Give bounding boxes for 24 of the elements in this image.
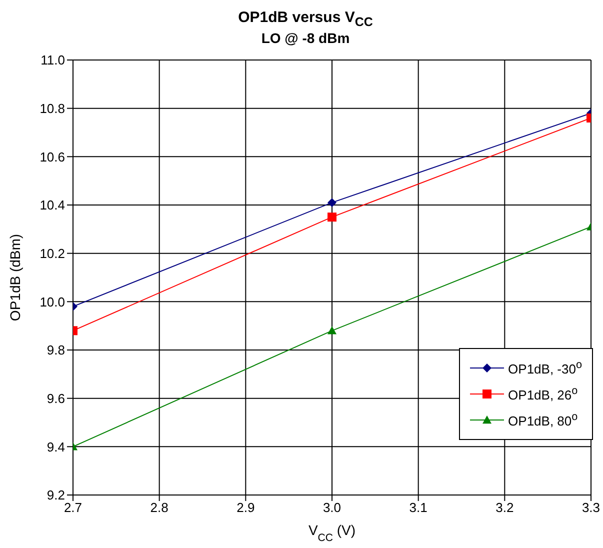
x-tick-label: 2.9 <box>236 500 255 516</box>
x-tick-label: 2.8 <box>150 500 168 516</box>
y-tick-label: 10.0 <box>40 294 65 310</box>
legend-label: OP1dB, 26$^{o}$ <box>508 385 578 403</box>
y-tick-label: 9.6 <box>46 390 65 406</box>
legend-label: OP1dB, -30$^{o}$ <box>508 359 582 377</box>
legend-label: OP1dB, 80$^{o}$ <box>508 411 578 429</box>
y-axis-title: OP1dB (dBm) <box>7 234 23 322</box>
y-tick-label: 10.8 <box>40 100 65 116</box>
y-tick-label: 10.6 <box>40 149 65 164</box>
x-tick-label: 3.2 <box>496 500 514 516</box>
chart-title: OP1dB versus V$_{CC}$ <box>237 8 374 29</box>
x-tick-label: 2.7 <box>64 500 82 516</box>
y-tick-label: 11.0 <box>40 52 65 68</box>
y-tick-label: 9.4 <box>46 439 65 454</box>
y-tick-label: 9.8 <box>46 342 65 358</box>
y-tick-label: 10.4 <box>40 198 65 213</box>
x-tick-label: 3.3 <box>582 500 600 516</box>
y-tick-label: 10.2 <box>40 246 65 261</box>
y-tick-label: 9.2 <box>46 488 65 503</box>
chart-subtitle: LO @ -8 dBm <box>260 29 351 48</box>
x-tick-label: 3.0 <box>322 500 342 516</box>
x-axis-title: V$_{CC}$ (V) <box>308 522 356 544</box>
x-tick-label: 3.1 <box>409 500 428 516</box>
